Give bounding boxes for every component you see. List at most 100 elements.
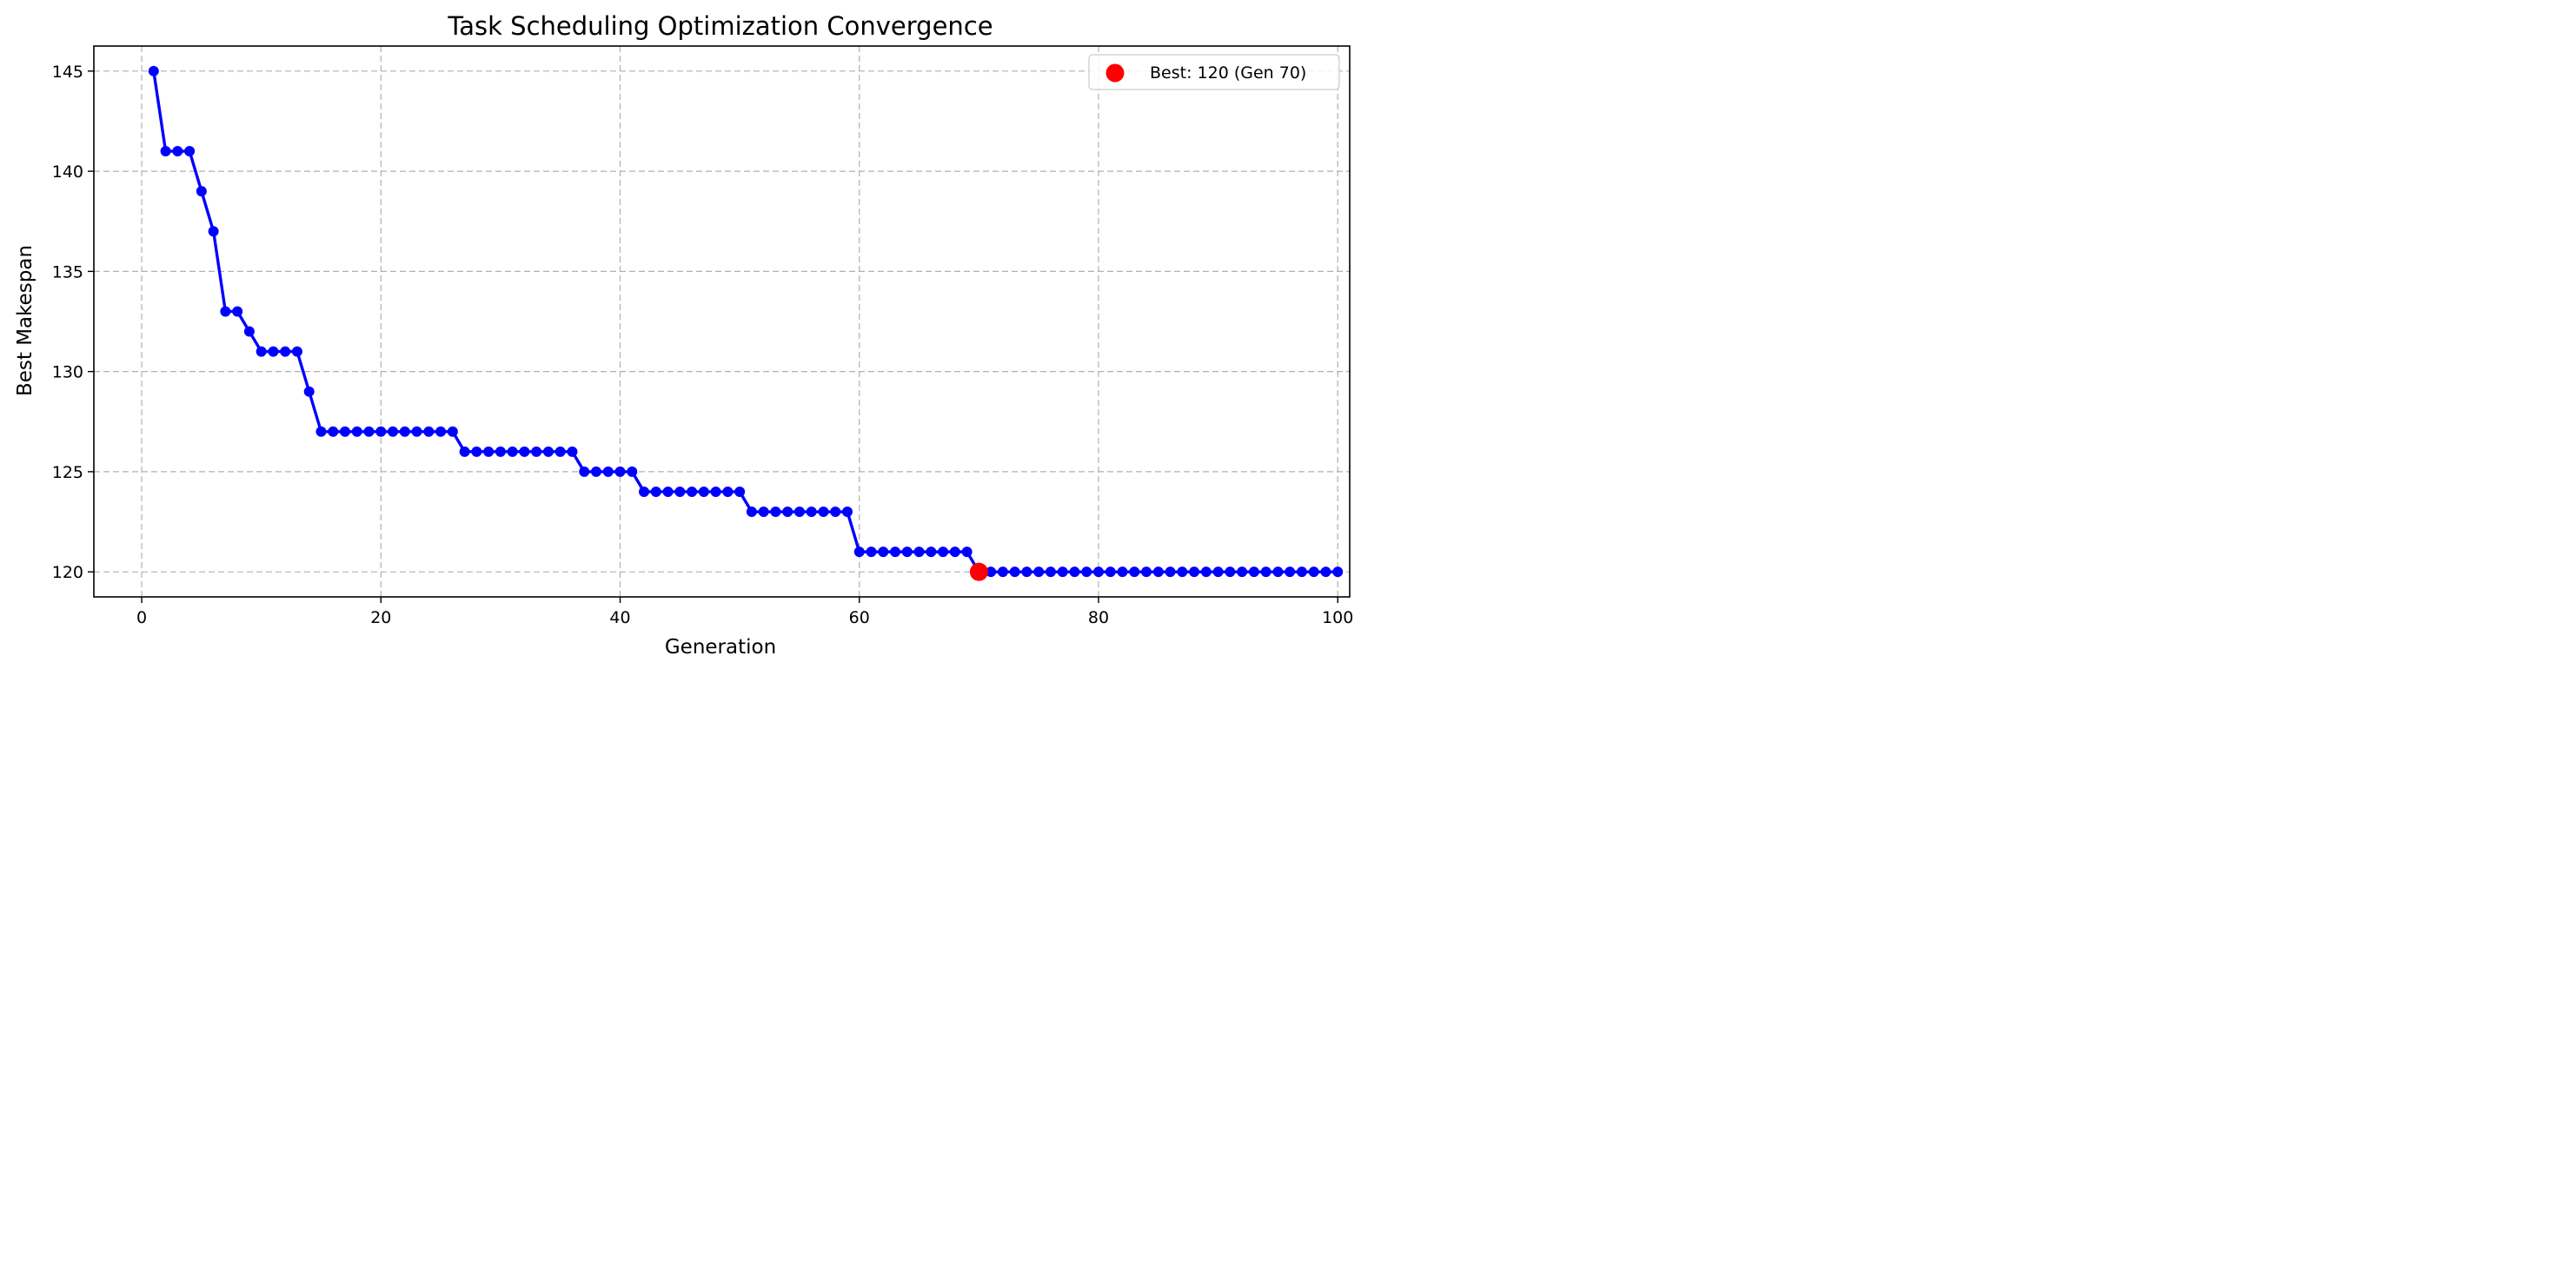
y-tick-label: 140 — [52, 162, 83, 182]
legend-marker — [1105, 63, 1125, 83]
data-point — [890, 547, 901, 558]
data-point — [1021, 566, 1032, 578]
grid — [94, 46, 1350, 597]
data-point — [866, 547, 877, 558]
data-point — [507, 446, 518, 457]
data-point — [1225, 566, 1236, 578]
data-point — [303, 386, 315, 397]
x-tick-label: 40 — [609, 608, 630, 627]
data-point — [1212, 566, 1224, 578]
series-blue — [148, 65, 1344, 578]
data-point — [591, 466, 601, 477]
data-point — [340, 426, 350, 437]
y-axis-label: Best Makespan — [14, 245, 37, 396]
x-axis-ticks: 0 20 40 60 80 100 — [136, 597, 1353, 627]
data-point — [388, 426, 399, 437]
y-tick-label: 125 — [52, 463, 83, 482]
data-point — [483, 446, 495, 457]
legend-box — [1088, 54, 1340, 90]
data-point — [1189, 566, 1200, 578]
data-point — [256, 346, 267, 357]
data-point — [1285, 566, 1296, 578]
data-point — [878, 547, 889, 558]
data-point — [1081, 566, 1092, 578]
data-point — [746, 507, 757, 518]
data-point — [698, 486, 709, 497]
data-point — [758, 507, 769, 518]
series-line — [152, 70, 1338, 573]
data-point — [1308, 566, 1319, 578]
data-point — [1296, 566, 1307, 578]
data-point — [818, 507, 829, 518]
data-point — [986, 566, 997, 578]
data-point — [1129, 566, 1140, 578]
best-point-layer — [969, 562, 988, 581]
data-point — [1272, 566, 1284, 578]
data-point — [1152, 566, 1164, 578]
y-tick-label: 135 — [52, 262, 83, 282]
data-point — [148, 65, 159, 76]
data-point — [842, 507, 853, 518]
chart-title: Task Scheduling Optimization Convergence — [447, 11, 993, 41]
data-point — [471, 446, 482, 457]
data-point — [1141, 566, 1152, 578]
data-point — [220, 306, 231, 317]
data-point — [196, 186, 207, 197]
data-point — [710, 486, 721, 497]
data-point — [399, 426, 410, 437]
data-point — [328, 426, 339, 437]
data-point — [997, 566, 1008, 578]
data-point — [1093, 566, 1104, 578]
data-point — [662, 486, 674, 497]
data-point — [542, 446, 554, 457]
data-point — [1260, 566, 1271, 578]
data-point — [519, 446, 530, 457]
data-point — [627, 466, 638, 477]
data-point — [435, 426, 447, 437]
legend: Best: 120 (Gen 70) — [1088, 54, 1340, 90]
data-point — [495, 446, 506, 457]
data-point — [1009, 566, 1020, 578]
data-point — [938, 547, 949, 558]
x-tick-label: 0 — [136, 608, 147, 627]
data-point — [554, 446, 566, 457]
data-point — [830, 507, 841, 518]
y-axis-ticks: 120 125 130 135 140 145 — [52, 63, 94, 582]
data-point — [411, 426, 422, 437]
data-point — [687, 486, 698, 497]
data-point — [614, 466, 626, 477]
data-point — [1248, 566, 1259, 578]
data-point — [926, 547, 937, 558]
data-point — [184, 146, 196, 157]
data-point — [1237, 566, 1248, 578]
data-point — [579, 466, 590, 477]
data-point — [961, 547, 973, 558]
data-point — [315, 426, 327, 437]
x-tick-label: 20 — [370, 608, 391, 627]
data-point — [674, 486, 686, 497]
y-tick-label: 145 — [52, 63, 83, 82]
data-point — [650, 486, 661, 497]
data-point — [160, 146, 171, 157]
data-point — [1320, 566, 1331, 578]
data-point — [243, 326, 255, 337]
data-point — [447, 426, 458, 437]
data-point — [806, 507, 817, 518]
data-point — [853, 547, 865, 558]
data-point — [734, 486, 746, 497]
chart-canvas: Task Scheduling Optimization Convergence… — [14, 11, 1353, 659]
data-point — [913, 547, 925, 558]
x-tick-label: 100 — [1322, 608, 1353, 627]
data-point — [770, 507, 781, 518]
data-point — [639, 486, 650, 497]
data-point — [1200, 566, 1212, 578]
data-point — [459, 446, 470, 457]
data-point — [1105, 566, 1116, 578]
data-point — [722, 486, 734, 497]
data-point — [351, 426, 362, 437]
data-point — [567, 446, 578, 457]
data-point — [531, 446, 542, 457]
data-point — [1045, 566, 1056, 578]
y-tick-label: 130 — [52, 363, 83, 382]
data-point — [363, 426, 375, 437]
